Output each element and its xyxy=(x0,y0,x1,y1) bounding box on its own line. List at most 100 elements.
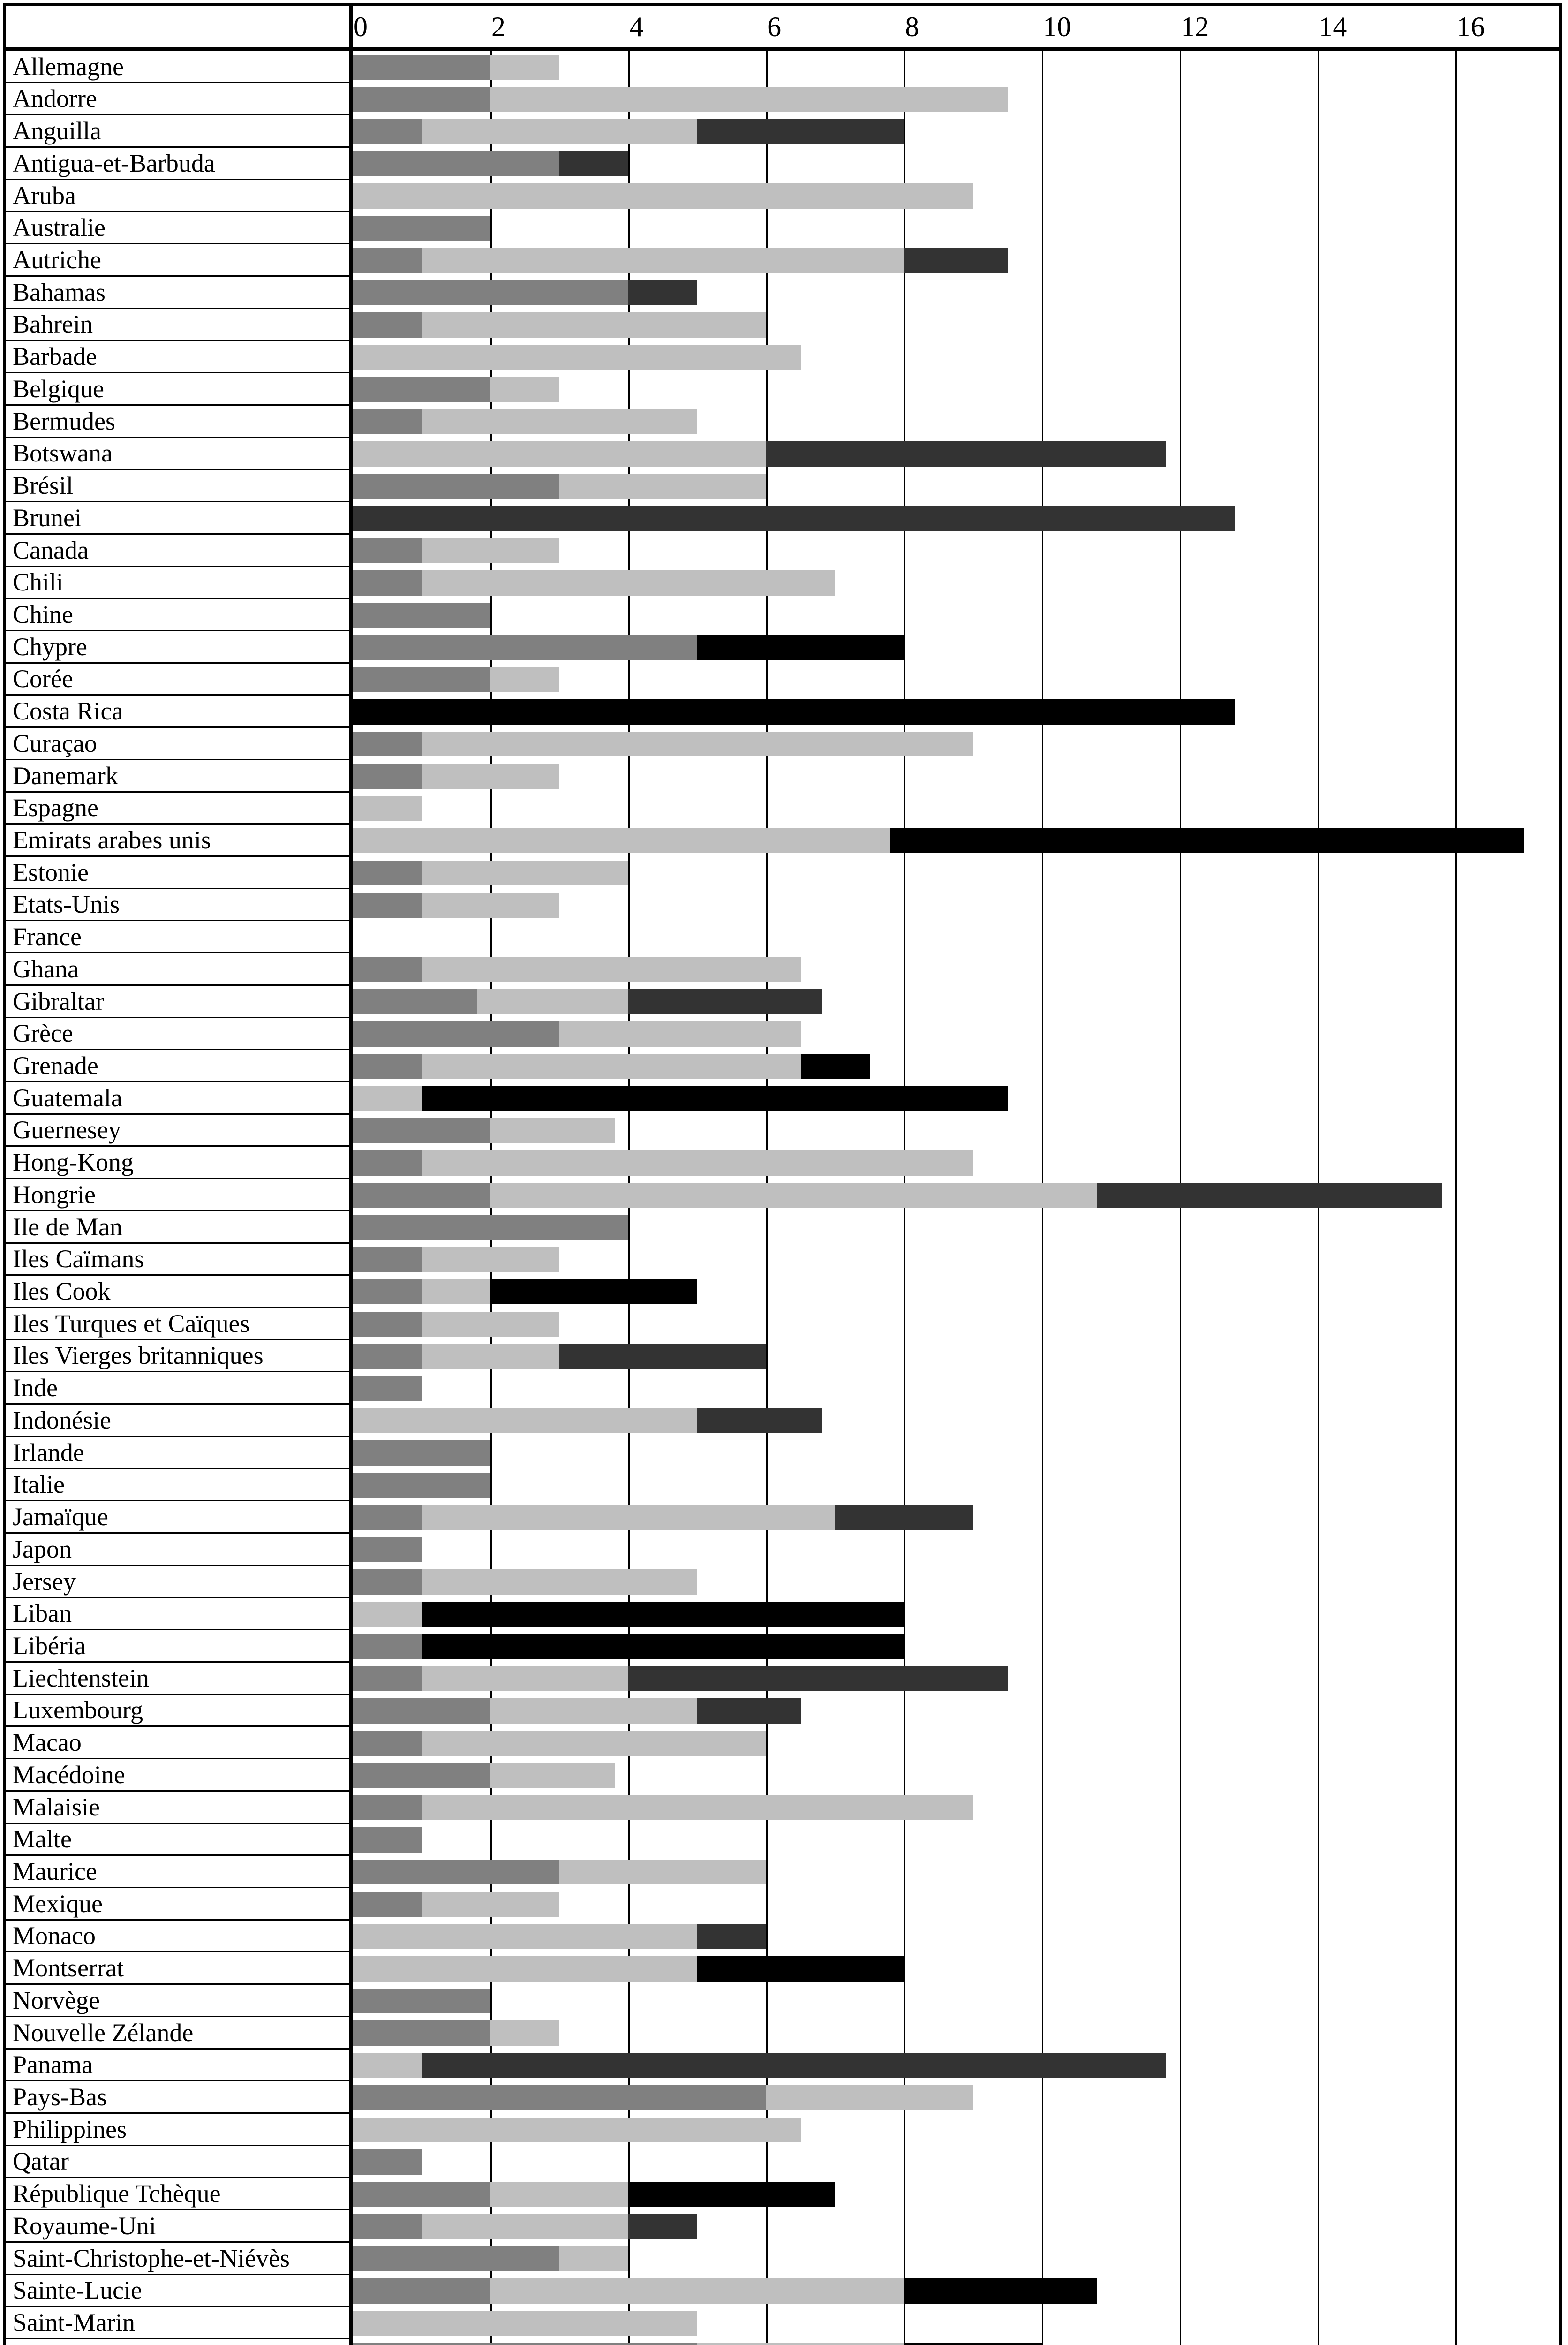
bar-segment-incomplete xyxy=(559,2246,629,2272)
bar-segment-incomplete xyxy=(422,957,801,983)
bar-segment-not-satisfied xyxy=(353,506,1235,531)
stacked-bar xyxy=(353,506,1235,531)
bar-segment-satisfied xyxy=(353,957,422,983)
bar-segment-incomplete xyxy=(559,1859,767,1885)
bar-row xyxy=(353,115,1559,148)
stacked-bar xyxy=(353,1891,560,1917)
category-label: Botswana xyxy=(13,439,113,468)
category-label: Iles Cook xyxy=(13,1277,111,1306)
bar-segment-incomplete xyxy=(422,860,629,886)
category-label: Costa Rica xyxy=(13,697,123,726)
category-label: Grenade xyxy=(13,1051,98,1080)
bar-segment-incomplete xyxy=(353,441,767,467)
stacked-bar xyxy=(353,1215,629,1241)
stacked-bar xyxy=(353,1730,767,1756)
category-label: Guernesey xyxy=(13,1116,121,1144)
category-label: Iles Caïmans xyxy=(13,1245,144,1273)
bar-row xyxy=(353,438,1559,470)
bar-segment-satisfied xyxy=(353,216,491,241)
bar-row xyxy=(353,1630,1559,1663)
category-label-cell: Royaume-Uni xyxy=(6,2210,349,2243)
bar-segment-satisfied xyxy=(353,248,422,273)
stacked-bar xyxy=(353,1086,1008,1112)
category-label: Brunei xyxy=(13,503,82,532)
category-label-cell: Espagne xyxy=(6,793,349,825)
bar-row xyxy=(353,921,1559,953)
stacked-bar xyxy=(353,1376,422,1401)
stacked-bar xyxy=(353,893,560,918)
bar-row xyxy=(353,470,1559,502)
bar-segment-not-satisfied xyxy=(422,1602,905,1627)
bar-segment-incomplete xyxy=(490,1118,615,1143)
bar-segment-incomplete xyxy=(422,1569,698,1595)
bar-segment-not-satisfied xyxy=(559,151,629,177)
stacked-bar xyxy=(353,1118,615,1143)
bar-segment-satisfied xyxy=(353,860,422,886)
category-label-cell: Hong-Kong xyxy=(6,1147,349,1180)
bar-row xyxy=(353,825,1559,857)
bar-segment-satisfied xyxy=(353,1827,422,1853)
category-label: Autriche xyxy=(13,246,101,274)
stacked-bar xyxy=(353,2181,836,2207)
bar-segment-not-satisfied xyxy=(904,248,1008,273)
category-label: Iles Turques et Caïques xyxy=(13,1309,250,1338)
bar-segment-satisfied xyxy=(353,1795,422,1820)
category-label-cell: Grenade xyxy=(6,1050,349,1082)
bar-segment-satisfied xyxy=(353,87,491,112)
bar-segment-incomplete xyxy=(353,1924,698,1949)
category-label: Iles Vierges britanniques xyxy=(13,1341,264,1370)
stacked-bar xyxy=(353,667,560,692)
category-label-cell: Grèce xyxy=(6,1018,349,1051)
chart-frame: 0 2 4 6 8 10 12 14 16 Allemagne Andorre Anguilla An… xyxy=(3,3,1562,2345)
stacked-bar xyxy=(353,570,836,596)
category-label: Bermudes xyxy=(13,407,115,435)
x-tick-label-14: 14 xyxy=(1319,11,1347,42)
stacked-bar xyxy=(353,1634,905,1659)
bar-row xyxy=(353,1598,1559,1631)
category-label: Corée xyxy=(13,665,73,693)
bar-segment-not-satisfied xyxy=(422,1086,1008,1112)
category-label-cell: Iles Turques et Caïques xyxy=(6,1308,349,1340)
category-label-cell: Iles Cook xyxy=(6,1276,349,1309)
category-label-cell: Luxembourg xyxy=(6,1695,349,1727)
bar-row xyxy=(353,889,1559,922)
bar-row xyxy=(353,2017,1559,2050)
bar-row xyxy=(353,1405,1559,1437)
bar-row xyxy=(353,567,1559,599)
bar-row xyxy=(353,83,1559,116)
category-label-cell: Corée xyxy=(6,664,349,696)
bar-segment-satisfied xyxy=(353,1666,422,1692)
bar-row xyxy=(353,212,1559,245)
bar-segment-incomplete xyxy=(490,1698,698,1724)
category-label-cell: Brunei xyxy=(6,502,349,535)
category-label-cell: Anguilla xyxy=(6,115,349,148)
bar-row xyxy=(353,1437,1559,1469)
stacked-bar xyxy=(353,183,973,209)
bar-row xyxy=(353,502,1559,535)
category-label-cell: Monaco xyxy=(6,1921,349,1953)
bar-segment-not-satisfied xyxy=(697,119,905,144)
category-label-cell: Bahamas xyxy=(6,277,349,309)
bar-segment-not-satisfied xyxy=(890,828,1525,854)
bar-segment-incomplete xyxy=(353,345,801,370)
stacked-bar xyxy=(353,87,1008,112)
stacked-bar xyxy=(353,1569,698,1595)
category-label-cell: Jamaïque xyxy=(6,1501,349,1534)
bar-row xyxy=(353,760,1559,793)
bar-segment-incomplete xyxy=(422,1730,767,1756)
bar-segment-incomplete xyxy=(422,731,973,757)
category-label-cell: Hongrie xyxy=(6,1179,349,1211)
bar-row xyxy=(353,2081,1559,2114)
category-label: Malaisie xyxy=(13,1793,100,1821)
category-label: Etats-Unis xyxy=(13,890,120,919)
bar-segment-not-satisfied xyxy=(422,1634,905,1659)
bar-row xyxy=(353,1759,1559,1792)
stacked-bar xyxy=(353,1311,560,1337)
category-label: Danemark xyxy=(13,761,118,790)
category-axis-column: Allemagne Andorre Anguilla Antigua-et-Barbu… xyxy=(6,51,353,2345)
bar-segment-satisfied xyxy=(353,1473,491,1498)
stacked-bar xyxy=(353,538,560,563)
category-label-cell: Bermudes xyxy=(6,406,349,438)
bar-segment-satisfied xyxy=(353,538,422,563)
bar-segment-not-satisfied xyxy=(697,1924,767,1949)
